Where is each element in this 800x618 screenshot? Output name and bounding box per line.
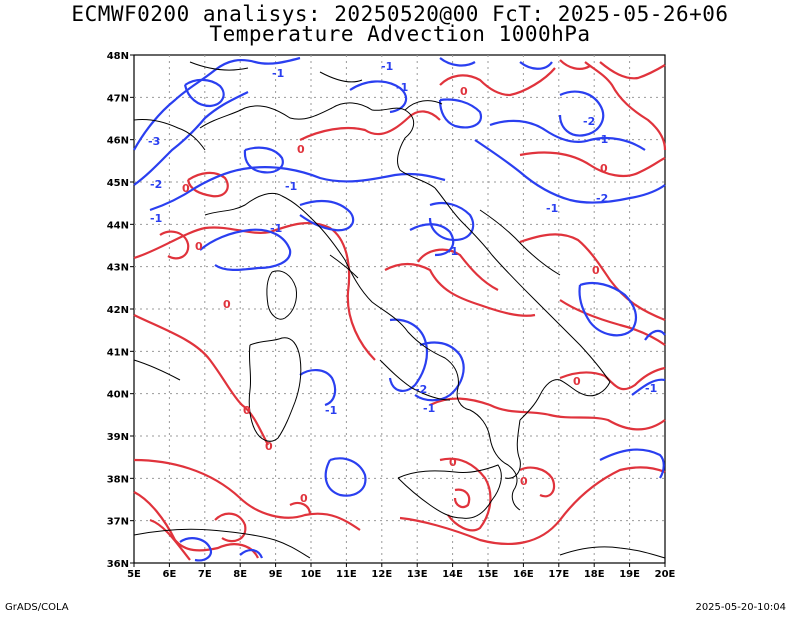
contour-label-neg-one: -1 — [325, 404, 337, 417]
lat-tick-label: 42N — [107, 305, 129, 316]
coastlines — [133, 61, 666, 559]
contour-label-neg-one: -1 — [446, 245, 458, 258]
longitude-axis: 5E 6E 7E 8E 9E 10E 11E 12E 13E 14E 15E 16E 17E 18E 19E… — [127, 563, 676, 580]
lat-tick-label: 39N — [107, 432, 129, 443]
positive-contours — [133, 59, 667, 561]
latitude-axis: 48N 47N 46N 45N 44N 43N 42N 41N 40N 39N 38N 37N 36N — [107, 51, 134, 570]
lat-tick-label: 48N — [107, 51, 129, 62]
lon-tick-label: 20E — [655, 569, 676, 580]
contour-labels: -1 -1 -1 -3 -2 -1 -1 -1 -2 -1 -2 -1 -1 -… — [148, 60, 657, 505]
contour-label-neg-two: -2 — [583, 115, 595, 128]
lon-tick-label: 9E — [269, 569, 283, 580]
contour-label-zero: 0 — [600, 162, 608, 175]
lat-tick-label: 43N — [107, 263, 129, 274]
lat-tick-label: 38N — [107, 474, 129, 485]
contour-label-zero: 0 — [573, 375, 581, 388]
lon-tick-label: 18E — [584, 569, 605, 580]
contour-label-zero: 0 — [195, 240, 203, 253]
lon-tick-label: 14E — [442, 569, 463, 580]
lat-tick-label: 40N — [107, 390, 129, 401]
lat-tick-label: 46N — [107, 136, 129, 147]
lat-tick-label: 36N — [107, 559, 129, 570]
contour-label-zero: 0 — [460, 85, 468, 98]
contour-label-zero: 0 — [265, 440, 273, 453]
contour-label-neg-one: -1 — [150, 212, 162, 225]
lon-tick-label: 19E — [619, 569, 640, 580]
lon-tick-label: 16E — [513, 569, 534, 580]
contour-label-neg-three: -3 — [148, 135, 160, 148]
lon-tick-label: 11E — [336, 569, 357, 580]
contour-label-zero: 0 — [592, 264, 600, 277]
lon-tick-label: 5E — [127, 569, 141, 580]
contour-label-neg-one: -1 — [272, 67, 284, 80]
lon-tick-label: 6E — [163, 569, 177, 580]
contour-label-neg-two: -2 — [150, 178, 162, 191]
contour-label-neg-one: -1 — [396, 81, 408, 94]
contour-label-zero: 0 — [243, 404, 251, 417]
lon-tick-label: 15E — [478, 569, 499, 580]
contour-label-neg-one: -1 — [270, 222, 282, 235]
lon-tick-label: 7E — [198, 569, 212, 580]
contour-label-neg-one: -1 — [423, 402, 435, 415]
lat-tick-label: 37N — [107, 517, 129, 528]
lon-tick-label: 13E — [407, 569, 428, 580]
contour-label-neg-two: -2 — [596, 192, 608, 205]
lon-tick-label: 10E — [301, 569, 322, 580]
graticule — [134, 55, 665, 563]
footer-timestamp: 2025-05-20-10:04 — [695, 602, 786, 613]
contour-label-neg-one: -1 — [546, 202, 558, 215]
contour-label-zero: 0 — [300, 492, 308, 505]
contour-label-zero: 0 — [520, 475, 528, 488]
contour-label-zero: 0 — [297, 143, 305, 156]
contour-label-neg-one: -1 — [645, 382, 657, 395]
lon-tick-label: 12E — [371, 569, 392, 580]
lat-tick-label: 47N — [107, 93, 129, 104]
contour-label-neg-two: -2 — [415, 383, 427, 396]
lat-tick-label: 45N — [107, 178, 129, 189]
lon-tick-label: 17E — [548, 569, 569, 580]
contour-label-zero: 0 — [223, 298, 231, 311]
map-title-line2: Temperature Advection 1000hPa — [209, 22, 591, 46]
lat-tick-label: 44N — [107, 220, 129, 231]
footer-credit: GrADS/COLA — [5, 602, 69, 613]
contour-label-neg-one: -1 — [381, 60, 393, 73]
map-title-line1: ECMWF0200 analisys: 20250520@00 FcT: 202… — [71, 2, 729, 26]
lat-tick-label: 41N — [107, 347, 129, 358]
contour-label-zero: 0 — [182, 182, 190, 195]
lon-tick-label: 8E — [233, 569, 247, 580]
contour-label-neg-one: -1 — [596, 133, 608, 146]
negative-contours — [133, 56, 666, 562]
contour-label-zero: 0 — [449, 456, 457, 469]
contour-label-neg-one: -1 — [285, 180, 297, 193]
